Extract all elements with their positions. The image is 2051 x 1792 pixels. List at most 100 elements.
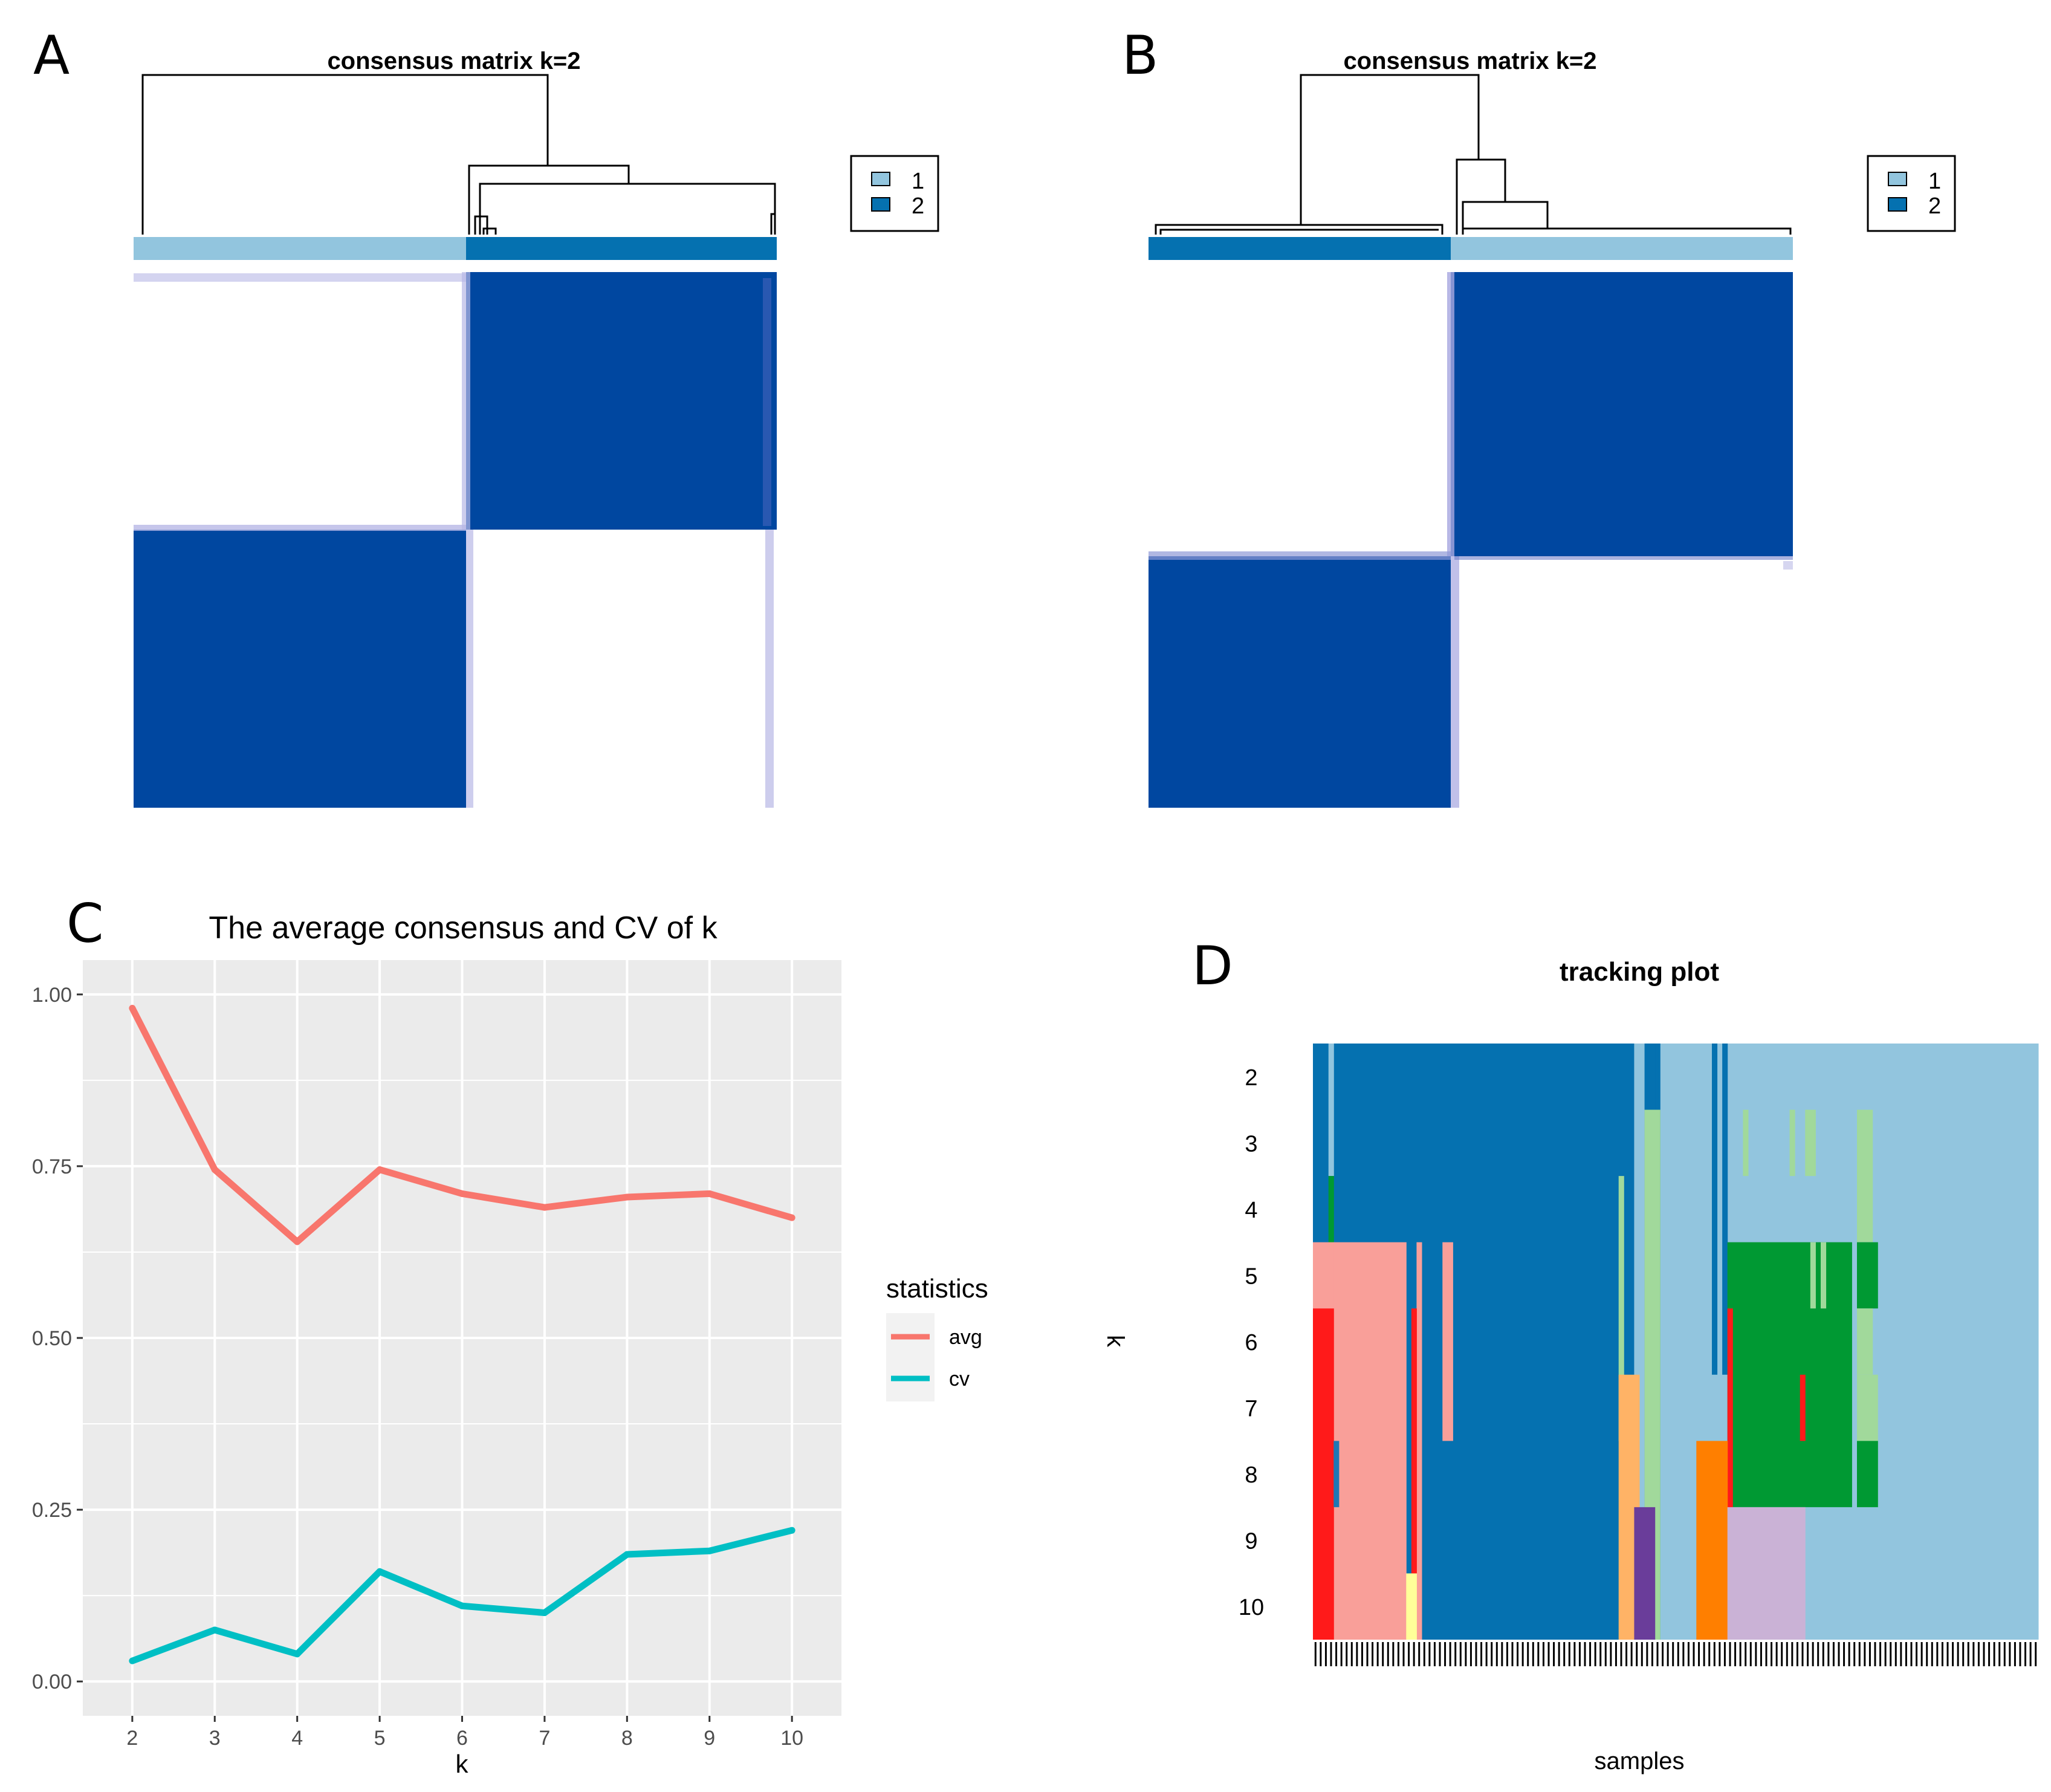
panel-c-y-ticks: 0.00 0.25 0.50 0.75 1.00 [32,984,83,1693]
panel-c-x-tick-label: 5 [374,1727,386,1750]
panel-d-tracking-segment [1789,1109,1795,1177]
panel-b-cluster-2-bar [1149,237,1451,260]
panel-b-title: consensus matrix k=2 [1343,48,1596,74]
panel-b-cluster-bar [1149,237,1793,260]
panel-b-block-bottom-left [1149,556,1451,808]
panel-c-point-cv [376,1568,383,1575]
panel-c-series [129,1005,795,1664]
panel-c-letter: C [66,892,103,955]
panel-b-legend: 1 2 [1867,155,1956,232]
panel-d-tracking-segment [1857,1308,1873,1375]
panel-d-y-axis-title: k [1102,1335,1129,1348]
panel-b-cluster-1-bar [1451,237,1793,260]
panel-b-legend-key-2 [1888,197,1907,212]
panel-d-k-label: 8 [1245,1462,1257,1488]
panel-d-k-label: 4 [1245,1198,1257,1223]
panel-d: D tracking plot 2 3 4 5 6 7 8 9 10 k samples [1102,935,2039,1774]
panel-c-x-tick-label: 9 [704,1727,715,1750]
panel-b-block-top-right [1451,272,1793,556]
panel-b-legend-key-1 [1888,172,1907,186]
panel-d-k-label: 6 [1245,1330,1257,1355]
panel-d-tracking-segment [1821,1242,1827,1309]
panel-d-tracking-segment [1743,1109,1749,1177]
panel-d-tracking-segment [1406,1573,1417,1640]
panel-d-letter: D [1192,935,1233,997]
panel-c-point-cv [541,1609,548,1617]
panel-c-point-cv [459,1602,465,1609]
panel-d-tracking-segment [1634,1507,1656,1640]
panel-c-title: The average consensus and CV of k [209,911,718,946]
panel-c-point-cv [129,1657,136,1664]
panel-d-k-label: 7 [1245,1397,1257,1422]
panel-d-tracking-segment [1411,1308,1417,1574]
panel-c-y-tick-label: 1.00 [32,984,72,1007]
panel-a-legend-key-2 [871,197,890,212]
panel-c-point-cv [623,1551,630,1558]
panel-c-x-tick-label: 3 [209,1727,221,1750]
panel-c-x-ticks: 2 3 4 5 6 7 8 9 10 [126,1716,803,1750]
panel-a-block-bottom-left [134,530,466,808]
panel-d-sample-ticks [1314,1642,2037,1666]
panel-d-title: tracking plot [1560,957,1719,987]
panel-d-tracking-segment [1727,1308,1733,1574]
panel-c-x-tick-label: 10 [780,1727,803,1750]
panel-c-legend-label-avg: avg [949,1326,982,1349]
panel-c-grid [83,960,841,1716]
panel-c-point-avg [129,1005,136,1012]
panel-d-tracking-segment [1333,1242,1407,1640]
panel-a-block-top-right [466,272,777,530]
panel-d-tracking-segment [1442,1242,1453,1441]
panel-d-tracking-segment [1333,1441,1340,1507]
panel-b-heatmap [1149,272,1793,808]
panel-c-y-tick-label: 0.25 [32,1499,72,1522]
panel-d-tracking-segment [1805,1109,1816,1177]
panel-c-point-cv [294,1651,301,1658]
panel-d-tracking-segment [1857,1242,1878,1309]
panel-a-heatmap [134,272,777,808]
panel-d-k-label: 9 [1245,1529,1257,1554]
panel-c-point-avg [376,1166,383,1174]
panel-c-point-avg [294,1238,301,1245]
panel-c-point-avg [788,1214,795,1221]
panel-d-tracking-segment [1712,1044,1718,1375]
panel-c-point-cv [211,1626,218,1634]
panel-c-y-tick-label: 0.50 [32,1327,72,1350]
panel-c-point-avg [623,1193,630,1201]
panel-d-tracking-segment [1727,1242,1852,1507]
panel-b-legend-label-2: 2 [1928,193,1941,219]
panel-c-legend: statistics avg cv [886,1274,988,1401]
panel-c-point-cv [788,1527,795,1534]
panel-d-tracking-segment [1313,1308,1334,1640]
panel-c-point-avg [211,1166,218,1174]
panel-d-tracking-segment [1722,1044,1728,1375]
panel-d-tracking-segment [1810,1242,1816,1309]
panel-d-tracking-segment [1416,1242,1422,1640]
panel-b-dendrogram [1155,74,1792,235]
panel-d-tracking-heatmap [1313,1044,2039,1640]
panel-d-tracking-segment [1696,1441,1728,1640]
panel-b-letter: B [1122,24,1158,86]
panel-c-x-tick-label: 4 [291,1727,303,1750]
panel-d-k-labels: 2 3 4 5 6 7 8 9 10 [1239,1065,1264,1620]
panel-d-tracking-segment [1857,1441,1878,1507]
panel-c-x-tick-label: 8 [621,1727,633,1750]
panel-d-tracking-segment [1328,1176,1334,1309]
panel-a-dendrogram [141,74,776,235]
panel-d-k-label: 3 [1245,1131,1257,1157]
panel-c-legend-label-cv: cv [949,1368,970,1391]
panel-d-k-label: 10 [1239,1595,1264,1620]
panel-c-point-cv [706,1547,713,1554]
panel-b-legend-label-1: 1 [1928,169,1941,194]
panel-a-cluster-2-bar [466,237,777,260]
panel-c-y-tick-label: 0.75 [32,1155,72,1178]
panel-a-title: consensus matrix k=2 [327,48,580,74]
panel-a: A consensus matrix k=2 [33,24,939,808]
panel-a-letter: A [33,24,70,86]
panel-d-k-label: 5 [1245,1264,1257,1289]
panel-a-cluster-bar [134,237,777,260]
panel-c-point-avg [541,1204,548,1211]
panel-c-x-tick-label: 2 [126,1727,138,1750]
panel-d-tracking-segment [1857,1109,1873,1242]
panel-d-k-label: 2 [1245,1065,1257,1091]
